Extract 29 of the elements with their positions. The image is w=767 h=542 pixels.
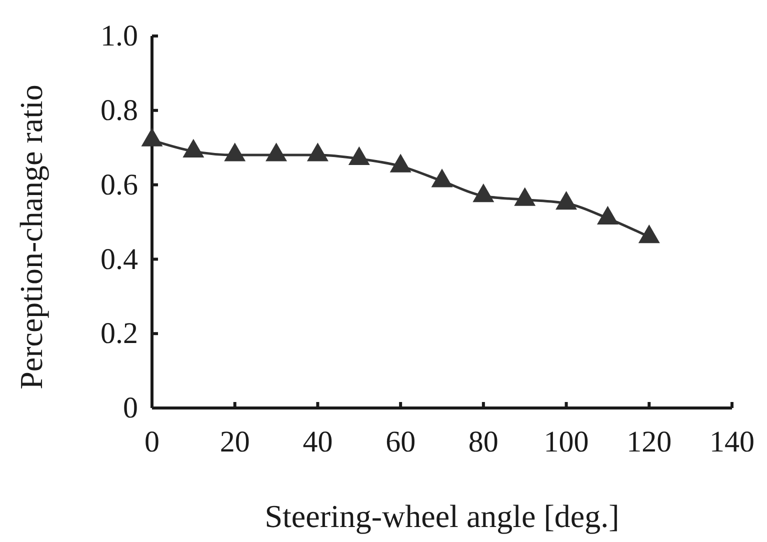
x-axis-title: Steering-wheel angle [deg.]	[264, 498, 620, 534]
y-tick-label: 0	[123, 392, 138, 425]
x-tick-label: 40	[302, 425, 333, 458]
point	[224, 142, 246, 162]
y-tick-label: 0.4	[100, 242, 138, 276]
x-tick-label: 140	[710, 425, 754, 458]
point	[556, 190, 578, 210]
x-tick-label: 20	[220, 425, 250, 458]
x-tick-label: 100	[544, 425, 589, 458]
x-tick-label: 80	[468, 425, 498, 458]
point	[596, 206, 618, 224]
x-tick-label: 0	[144, 425, 160, 458]
point	[390, 154, 412, 172]
point	[514, 187, 536, 206]
y-tick-label: 0.2	[100, 317, 138, 350]
point	[141, 128, 163, 146]
x-tick-label: 120	[626, 425, 672, 458]
point	[431, 168, 453, 188]
point	[266, 142, 288, 162]
y-tick-label: 0.6	[100, 168, 138, 202]
point	[348, 146, 370, 165]
y-axis-title: Perception-change ratio	[13, 84, 49, 390]
point	[638, 224, 660, 244]
y-tick-label: 1.0	[100, 20, 138, 53]
point	[472, 184, 494, 202]
y-tick-label: 0.8	[100, 94, 138, 127]
point	[182, 138, 204, 158]
point	[306, 142, 328, 162]
x-tick-label: 60	[386, 425, 416, 458]
